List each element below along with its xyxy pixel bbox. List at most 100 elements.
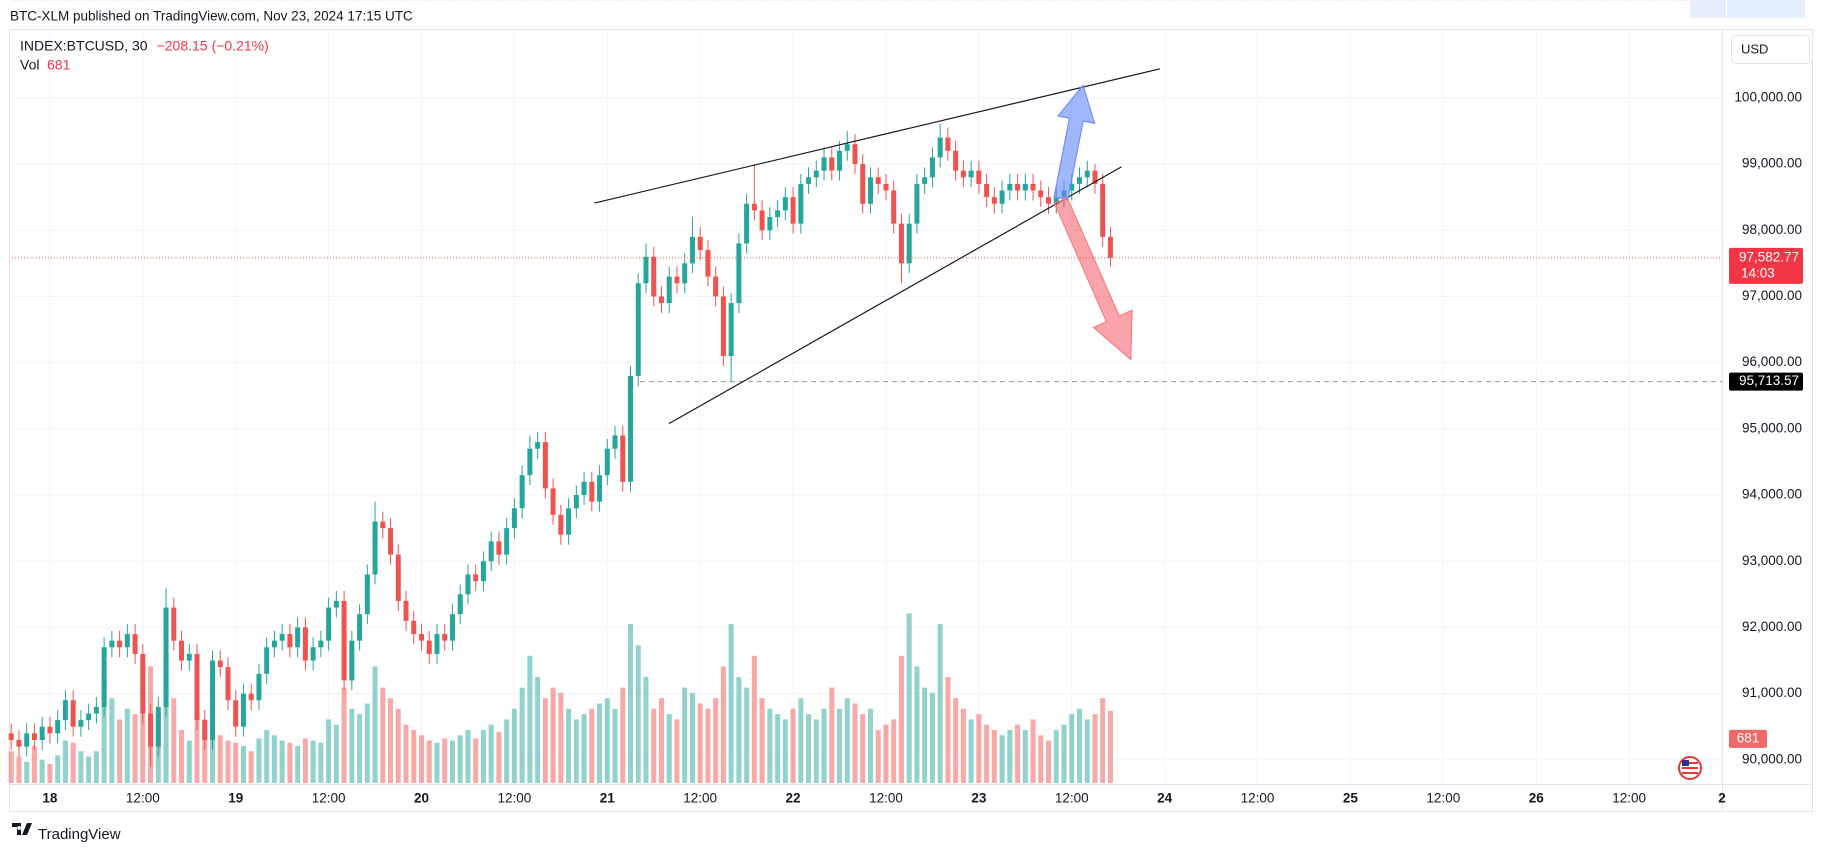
- candle-body: [480, 561, 486, 582]
- candle-body: [976, 170, 982, 184]
- candle-body: [1022, 183, 1028, 191]
- volume-bar: [132, 714, 138, 783]
- volume-bar: [705, 708, 711, 783]
- volume-bar: [597, 703, 603, 783]
- legend: INDEX:BTCUSD, 30 −208.15 (−0.21%) Vol 68…: [20, 38, 269, 73]
- candle-body: [635, 283, 641, 376]
- volume-bar: [1061, 724, 1067, 783]
- currency-button[interactable]: [1731, 35, 1810, 64]
- x-tick-label: 12:00: [497, 791, 531, 806]
- volume-bar: [976, 714, 982, 783]
- volume-bar: [744, 687, 750, 783]
- candle-body: [720, 296, 726, 357]
- volume-bar: [604, 698, 610, 783]
- volume-bar: [860, 714, 866, 783]
- volume-bar: [179, 730, 185, 783]
- high-value-box: [1727, 0, 1805, 18]
- candle-body: [519, 475, 525, 509]
- candle-body: [573, 495, 579, 509]
- volume-bar: [434, 742, 440, 783]
- volume-bar: [968, 719, 974, 783]
- candle-body: [341, 600, 347, 681]
- candle-body: [728, 303, 734, 357]
- candle-body: [813, 170, 819, 178]
- candle-body: [16, 739, 22, 747]
- candle-body: [117, 640, 123, 648]
- volume-bar: [372, 666, 378, 783]
- candle-body: [326, 607, 332, 641]
- candle-body: [70, 700, 76, 727]
- candle-body: [1100, 183, 1106, 237]
- volume-bar: [999, 735, 1005, 783]
- volume-bar: [1022, 730, 1028, 783]
- volume-badge-box: [1729, 729, 1767, 748]
- candle-body: [248, 693, 254, 701]
- candle-body: [209, 660, 215, 740]
- volume-bar: [1092, 714, 1098, 783]
- candle-body: [39, 726, 45, 740]
- volume-bar: [171, 698, 177, 783]
- volume-bar: [1053, 730, 1059, 783]
- candle-body: [101, 647, 107, 707]
- candle-body: [109, 640, 115, 648]
- last-price-box: [1729, 247, 1803, 284]
- volume-bar: [264, 730, 270, 783]
- volume-bar: [271, 735, 277, 783]
- volume-bar: [558, 692, 564, 783]
- currency-label: USD: [1741, 41, 1768, 56]
- y-tick-label: 98,000.00: [1742, 222, 1802, 237]
- candle-body: [689, 236, 695, 264]
- candle-body: [821, 157, 827, 171]
- candle-body: [148, 713, 154, 747]
- volume-bar: [333, 724, 339, 783]
- volume-bar: [349, 708, 355, 783]
- volume-bar: [674, 719, 680, 783]
- candle-body: [860, 164, 866, 204]
- volume-bar: [736, 677, 742, 783]
- level-box: [1729, 372, 1803, 391]
- volume-bar: [16, 756, 22, 783]
- candle-body: [473, 574, 479, 582]
- candle-body: [449, 614, 455, 641]
- candle-body: [419, 634, 425, 641]
- candle-body: [535, 442, 541, 449]
- candle-body: [504, 528, 510, 555]
- volume-bar: [194, 708, 200, 783]
- volume-bar: [240, 745, 246, 783]
- candle-body: [581, 481, 587, 496]
- price-lines: [12, 0, 1722, 383]
- volume-bar: [357, 714, 363, 783]
- candle-body: [511, 508, 517, 529]
- volume-bar: [217, 735, 223, 783]
- candle-body: [775, 210, 781, 218]
- volume-bar: [225, 740, 231, 783]
- candle-body: [922, 177, 928, 184]
- candle-body: [643, 256, 649, 284]
- volume-bar: [1015, 724, 1021, 783]
- candle-body: [1092, 170, 1098, 184]
- volume-bar: [70, 742, 76, 783]
- x-tick-label: 12:00: [312, 791, 346, 806]
- candle-body: [542, 442, 548, 489]
- volume-bar: [643, 677, 649, 783]
- volume-bar: [573, 719, 579, 783]
- volume-bar: [937, 624, 943, 783]
- candle-body: [937, 137, 943, 158]
- x-tick-label: 12:00: [683, 791, 717, 806]
- candle-body: [1015, 183, 1021, 191]
- volume-bar: [326, 719, 332, 783]
- volume-bar: [519, 687, 525, 783]
- candle-body: [550, 488, 556, 515]
- volume-bar: [117, 719, 123, 783]
- candle-body: [264, 647, 270, 674]
- volume-bar: [39, 759, 45, 783]
- volume-bar: [140, 687, 146, 783]
- candle-body: [171, 607, 177, 641]
- candle-body: [682, 263, 688, 284]
- candle-body: [558, 514, 564, 535]
- candle-body: [225, 667, 231, 701]
- volume-bar: [821, 708, 827, 783]
- header-text: BTC-XLM published on TradingView.com, No…: [10, 9, 413, 24]
- candle-body: [132, 634, 138, 654]
